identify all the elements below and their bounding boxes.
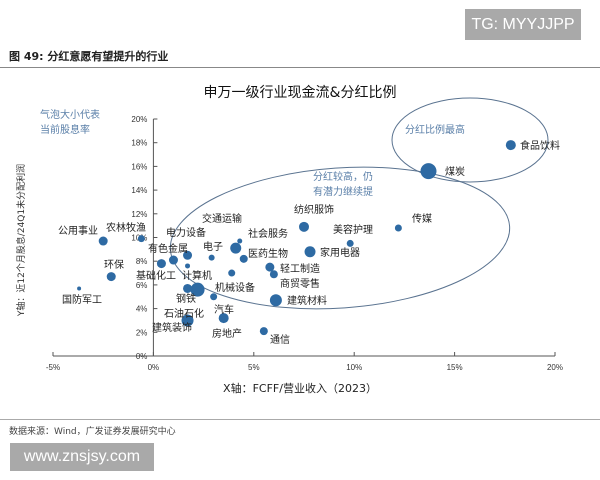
point-label: 钢铁 bbox=[176, 292, 196, 305]
bubble-point bbox=[505, 140, 516, 151]
point-label: 轻工制造 bbox=[280, 262, 320, 275]
y-tick-label: 12% bbox=[131, 210, 147, 219]
bubble-point bbox=[183, 250, 193, 260]
point-label: 商贸零售 bbox=[280, 277, 320, 290]
y-tick-label: 2% bbox=[136, 328, 148, 337]
point-label: 公用事业 bbox=[58, 224, 98, 237]
point-label: 纺织服饰 bbox=[294, 203, 334, 216]
bubble-point bbox=[420, 163, 437, 180]
point-label: 有色金属 bbox=[148, 242, 188, 255]
divider bbox=[0, 419, 600, 420]
point-label: 交通运输 bbox=[202, 212, 242, 225]
point-label: 社会服务 bbox=[248, 227, 288, 240]
point-label: 家用电器 bbox=[320, 246, 360, 259]
annotation-potential-2: 有潜力继续提 bbox=[313, 185, 373, 198]
point-label: 基础化工 bbox=[136, 269, 176, 282]
bubble-point bbox=[265, 262, 275, 272]
x-tick-label: 5% bbox=[248, 363, 260, 372]
point-label: 医药生物 bbox=[248, 247, 288, 260]
y-axis-label: Y轴：近12个月股息/24Q1未分配利润 bbox=[15, 164, 27, 317]
bubble-point bbox=[230, 242, 242, 254]
bubble-point bbox=[346, 239, 354, 247]
figure-title: 图 49: 分红意愿有望提升的行业 bbox=[9, 50, 169, 63]
divider bbox=[0, 67, 600, 68]
bubble-point bbox=[137, 235, 145, 243]
x-tick-label: 15% bbox=[447, 363, 463, 372]
point-label: 石油石化 bbox=[164, 307, 204, 320]
point-label: 煤炭 bbox=[445, 165, 465, 178]
point-label: 计算机 bbox=[182, 269, 212, 282]
bubble-point bbox=[259, 327, 268, 336]
point-label: 机械设备 bbox=[215, 281, 255, 294]
point-label: 建筑材料 bbox=[287, 294, 327, 307]
y-tick-label: 8% bbox=[136, 257, 148, 266]
point-label: 通信 bbox=[270, 334, 290, 346]
bubble-point bbox=[181, 314, 194, 327]
y-tick-label: 20% bbox=[131, 115, 147, 124]
bubble-point bbox=[237, 238, 243, 244]
bubble-point bbox=[185, 263, 191, 269]
x-tick-label: 0% bbox=[148, 363, 160, 372]
x-tick-label: -5% bbox=[46, 363, 60, 372]
bubble-point bbox=[77, 286, 82, 291]
x-tick-label: 20% bbox=[547, 363, 563, 372]
bubble-point bbox=[239, 254, 248, 263]
source-note: 数据来源：Wind，广发证券发展研究中心 bbox=[9, 427, 176, 437]
bubble-point bbox=[269, 270, 278, 279]
ellipse-highest bbox=[391, 97, 549, 183]
bubble-point bbox=[183, 283, 193, 293]
bubble-chart: 申万一级行业现金流&分红比例 气泡大小代表 当前股息率 分红比例最高 分红较高，… bbox=[15, 85, 563, 395]
y-tick-label: 16% bbox=[131, 162, 147, 171]
point-label: 电力设备 bbox=[166, 226, 206, 239]
bubble-point bbox=[299, 221, 309, 232]
watermark-bottom: www.znsjsy.com bbox=[10, 443, 154, 471]
ellipse-potential bbox=[169, 166, 511, 310]
bubble-point bbox=[208, 254, 215, 261]
bubble-point bbox=[228, 269, 236, 277]
bubble-point bbox=[394, 224, 402, 232]
point-label: 环保 bbox=[104, 258, 124, 271]
bubble-point bbox=[168, 255, 178, 265]
y-tick-label: 6% bbox=[136, 281, 148, 290]
point-label: 电子 bbox=[203, 240, 223, 253]
y-tick-label: 14% bbox=[131, 186, 147, 195]
annotation-potential-1: 分红较高，仍 bbox=[313, 170, 373, 183]
point-label: 传媒 bbox=[412, 213, 432, 225]
bubble-point bbox=[106, 272, 116, 282]
bubble-note-line2: 当前股息率 bbox=[40, 123, 90, 136]
y-tick-label: 4% bbox=[136, 305, 148, 314]
point-label: 房地产 bbox=[212, 327, 242, 340]
point-label: 建筑装饰 bbox=[152, 321, 192, 334]
watermark-top: TG: MYYJJPP bbox=[465, 9, 581, 40]
bubble-point bbox=[218, 313, 229, 324]
bubble-point bbox=[304, 246, 316, 258]
y-tick-label: 18% bbox=[131, 139, 147, 148]
point-label: 美容护理 bbox=[333, 223, 373, 236]
annotation-highest: 分红比例最高 bbox=[405, 123, 465, 136]
bubble-point bbox=[156, 259, 166, 269]
point-label: 农林牧渔 bbox=[106, 221, 146, 234]
point-label: 国防军工 bbox=[62, 293, 102, 306]
point-label: 食品饮料 bbox=[520, 139, 560, 152]
point-label: 汽车 bbox=[214, 303, 234, 316]
y-tick-label: 0% bbox=[136, 352, 148, 361]
bubble-point bbox=[269, 294, 282, 307]
bubble-point bbox=[98, 236, 108, 246]
bubble-point bbox=[190, 282, 205, 297]
bubble-point bbox=[210, 293, 218, 301]
x-tick-label: 10% bbox=[346, 363, 362, 372]
x-axis-label: X轴：FCFF/营业收入（2023） bbox=[223, 381, 377, 395]
bubble-note-line1: 气泡大小代表 bbox=[40, 108, 100, 121]
chart-title: 申万一级行业现金流&分红比例 bbox=[204, 85, 397, 101]
